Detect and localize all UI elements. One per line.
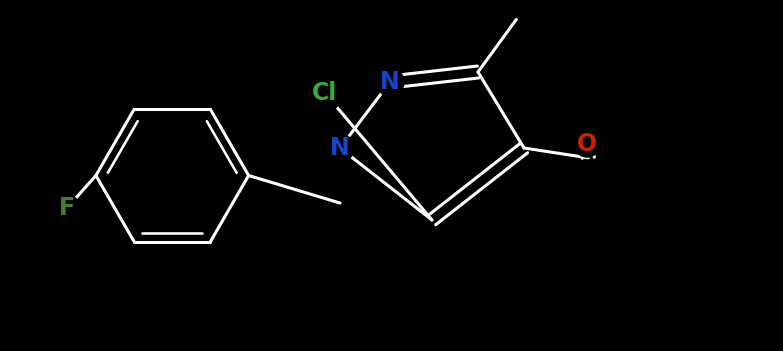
Text: N: N <box>380 70 400 94</box>
Circle shape <box>574 131 600 157</box>
Circle shape <box>376 68 404 96</box>
Circle shape <box>326 134 354 162</box>
Text: O: O <box>577 132 597 156</box>
Text: Cl: Cl <box>312 81 337 105</box>
Circle shape <box>307 75 343 111</box>
Text: N: N <box>330 136 350 160</box>
Circle shape <box>54 195 80 221</box>
Text: F: F <box>59 196 75 220</box>
